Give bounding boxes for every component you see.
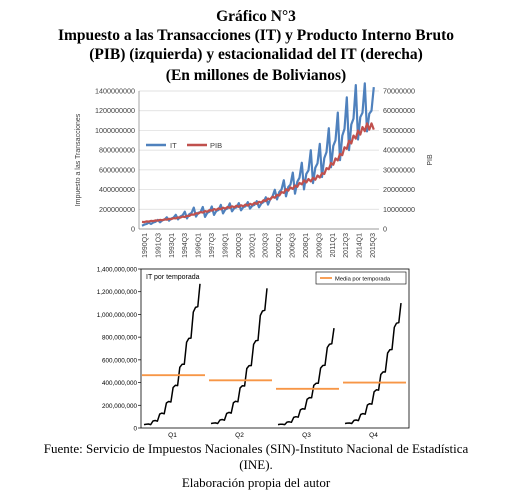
y-tick-label: 1,200,000,000 bbox=[97, 289, 138, 296]
x-tick-label: 2006Q3 bbox=[290, 233, 297, 258]
season-line-q4 bbox=[344, 303, 402, 425]
y-axis-title: Impuesto a las Transacciones bbox=[75, 113, 82, 206]
y2-tick-label: 50000000 bbox=[383, 126, 415, 135]
chart-subtitle: IT por temporada bbox=[146, 274, 200, 281]
x-tick-label: 1993Q1 bbox=[169, 233, 176, 258]
y-tick-label: 800000000 bbox=[99, 146, 135, 155]
y-tick-label: 1000000000 bbox=[95, 126, 135, 135]
x-tick-label: 1991Q3 bbox=[155, 233, 162, 258]
x-tick-label: 2011Q1 bbox=[330, 233, 337, 257]
season-line-q2 bbox=[210, 288, 268, 425]
y-tick-label: 400000000 bbox=[99, 185, 135, 194]
season-line-q1 bbox=[143, 283, 201, 426]
x-tick-label: 1999Q1 bbox=[222, 233, 229, 258]
x-tick-label: 2014Q1 bbox=[357, 233, 364, 258]
y-tick-label: 1,400,000,000 bbox=[97, 267, 138, 274]
y-tick-label: 1400000000 bbox=[95, 87, 135, 96]
legend-mean-label: Media por temporada bbox=[335, 277, 391, 283]
y-tick-label: 1200000000 bbox=[95, 106, 135, 115]
chart-title-line-3: (PIB) (izquierda) y estacionalidad del I… bbox=[89, 46, 423, 63]
x-tick-label: 2008Q1 bbox=[303, 233, 310, 258]
legend-pib-label: PIB bbox=[210, 141, 222, 150]
y2-tick-label: 10000000 bbox=[383, 205, 415, 214]
source-line-1: Fuente: Servicio de Impuestos Nacionales… bbox=[43, 441, 469, 456]
plot-frame bbox=[140, 268, 410, 429]
x-tick-label: 1994Q3 bbox=[182, 233, 189, 258]
chart-title-line-4: (En millones de Bolivianos) bbox=[165, 67, 347, 84]
y2-tick-label: 30000000 bbox=[383, 165, 415, 174]
y2-axis-title: PIB bbox=[427, 154, 434, 166]
x-category-label: Q3 bbox=[302, 432, 311, 439]
x-tick-label: 2000Q3 bbox=[236, 233, 243, 258]
legend-box bbox=[315, 271, 407, 285]
x-tick-label: 2009Q3 bbox=[316, 233, 323, 258]
y-tick-label: 600,000,000 bbox=[102, 357, 138, 364]
y-tick-label: 200000000 bbox=[99, 205, 135, 214]
season-line-q3 bbox=[277, 327, 335, 426]
source-line-3: Elaboración propia del autor bbox=[181, 475, 331, 490]
source-line-2: (INE). bbox=[239, 457, 273, 472]
legend-it-label: IT bbox=[170, 141, 177, 150]
x-tick-label: 2015Q3 bbox=[370, 233, 377, 258]
chart-title-line-1: Gráfico N°3 bbox=[216, 8, 296, 25]
x-category-label: Q4 bbox=[369, 432, 378, 439]
x-tick-label: 1997Q3 bbox=[209, 233, 216, 258]
x-tick-label: 1996Q1 bbox=[196, 233, 203, 258]
x-tick-label: 2005Q1 bbox=[276, 233, 283, 258]
y-tick-label: 0 bbox=[131, 225, 135, 234]
y-tick-label: 800,000,000 bbox=[102, 335, 138, 342]
x-category-label: Q2 bbox=[235, 432, 244, 439]
it-seasonality-chart: 0 200,000,000 400,000,000 600,000,000 800,00… bbox=[97, 267, 410, 439]
y2-tick-label: 60000000 bbox=[383, 106, 415, 115]
chart-title-line-2: Impuesto a las Transacciones (IT) y Prod… bbox=[57, 27, 455, 44]
y-tick-label: 1,000,000,000 bbox=[97, 312, 138, 319]
y2-tick-label: 70000000 bbox=[383, 87, 415, 96]
x-tick-label: 2002Q1 bbox=[249, 233, 256, 258]
y-tick-label: 200,000,000 bbox=[102, 403, 138, 410]
x-category-label: Q1 bbox=[168, 432, 177, 439]
y2-tick-label: 40000000 bbox=[383, 146, 415, 155]
it-pib-chart: 0200000000400000000600000000800000000100… bbox=[75, 82, 434, 258]
y-tick-label: 600000000 bbox=[99, 165, 135, 174]
y2-tick-label: 20000000 bbox=[383, 185, 415, 194]
y2-tick-label: 0 bbox=[383, 225, 387, 234]
y-tick-label: 400,000,000 bbox=[102, 380, 138, 387]
x-tick-label: 2003Q3 bbox=[263, 233, 270, 258]
pib-series-line bbox=[141, 122, 375, 224]
x-tick-label: 2012Q3 bbox=[343, 233, 350, 258]
y-tick-label: 0 bbox=[133, 426, 137, 433]
x-tick-label: 1990Q1 bbox=[142, 233, 149, 258]
